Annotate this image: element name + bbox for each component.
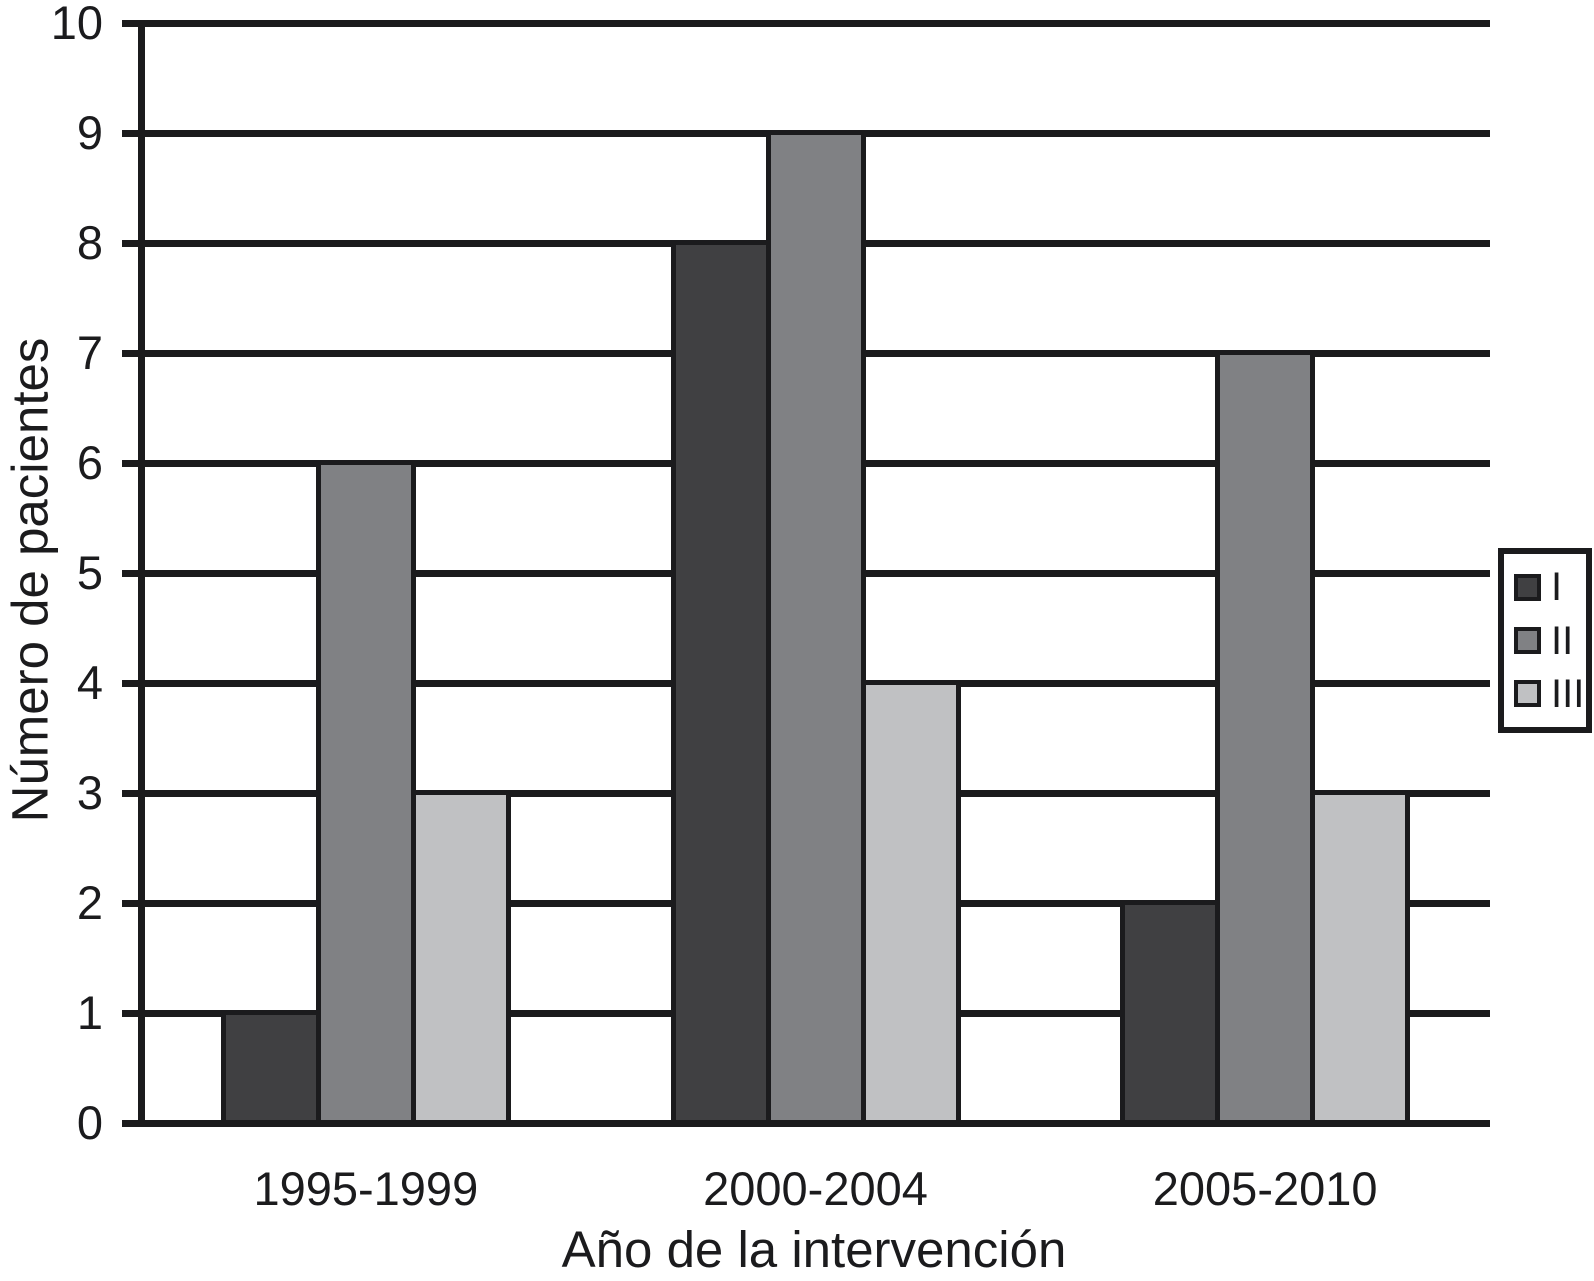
y-axis-tick-6 xyxy=(122,460,141,467)
x-category-label-2000-2004: 2000-2004 xyxy=(703,1162,928,1215)
legend: I II III xyxy=(1498,548,1592,733)
y-tick-label-8: 8 xyxy=(76,216,103,269)
y-tick-label-3: 3 xyxy=(76,766,103,819)
bar-iii-1995-1999 xyxy=(410,790,511,1127)
bar-i-2000-2004 xyxy=(670,240,771,1127)
y-tick-label-5: 5 xyxy=(76,546,103,599)
y-axis-tick-4 xyxy=(122,680,141,687)
bar-iii-2005-2010 xyxy=(1310,790,1411,1127)
y-axis-tick-5 xyxy=(122,570,141,577)
y-tick-label-10: 10 xyxy=(50,0,103,49)
y-axis-tick-10 xyxy=(122,20,141,27)
y-tick-label-4: 4 xyxy=(76,656,103,709)
y-axis-tick-1 xyxy=(122,1010,141,1017)
legend-swatch-i xyxy=(1514,573,1541,601)
x-axis-title: Año de la intervención xyxy=(561,1221,1067,1278)
legend-label-ii: II xyxy=(1551,618,1574,663)
y-tick-label-0: 0 xyxy=(76,1096,103,1149)
legend-swatch-ii xyxy=(1514,627,1541,654)
y-axis-tick-3 xyxy=(122,790,141,797)
y-tick-label-7: 7 xyxy=(76,326,103,379)
y-axis-tick-2 xyxy=(122,900,141,907)
y-tick-label-6: 6 xyxy=(76,436,103,489)
y-tick-label-9: 9 xyxy=(76,106,103,159)
legend-item-iii: III xyxy=(1514,674,1586,714)
x-category-label-2005-2010: 2005-2010 xyxy=(1152,1162,1378,1215)
bar-i-1995-1999 xyxy=(220,1010,321,1127)
bar-i-2005-2010 xyxy=(1120,900,1221,1127)
y-axis-title: Número de pacientes xyxy=(1,337,59,823)
bar-ii-1995-1999 xyxy=(315,460,416,1127)
bar-iii-2000-2004 xyxy=(860,680,961,1127)
y-axis-tick-9 xyxy=(122,130,141,137)
legend-item-ii: II xyxy=(1514,621,1586,661)
y-axis-tick-8 xyxy=(122,240,141,247)
y-tick-label-2: 2 xyxy=(76,876,103,929)
legend-swatch-iii xyxy=(1514,680,1541,708)
legend-item-i: I xyxy=(1514,567,1586,607)
legend-label-i: I xyxy=(1551,565,1563,610)
gridline-10 xyxy=(138,20,1490,27)
legend-label-iii: III xyxy=(1551,671,1585,716)
y-axis-tick-0 xyxy=(122,1120,141,1127)
y-axis-line xyxy=(138,20,145,1127)
y-axis-tick-7 xyxy=(122,350,141,357)
bar-ii-2000-2004 xyxy=(765,130,866,1127)
x-category-label-1995-1999: 1995-1999 xyxy=(253,1162,479,1215)
x-axis-line xyxy=(138,1120,1490,1127)
y-tick-label-1: 1 xyxy=(76,986,103,1039)
bar-ii-2005-2010 xyxy=(1215,350,1316,1127)
